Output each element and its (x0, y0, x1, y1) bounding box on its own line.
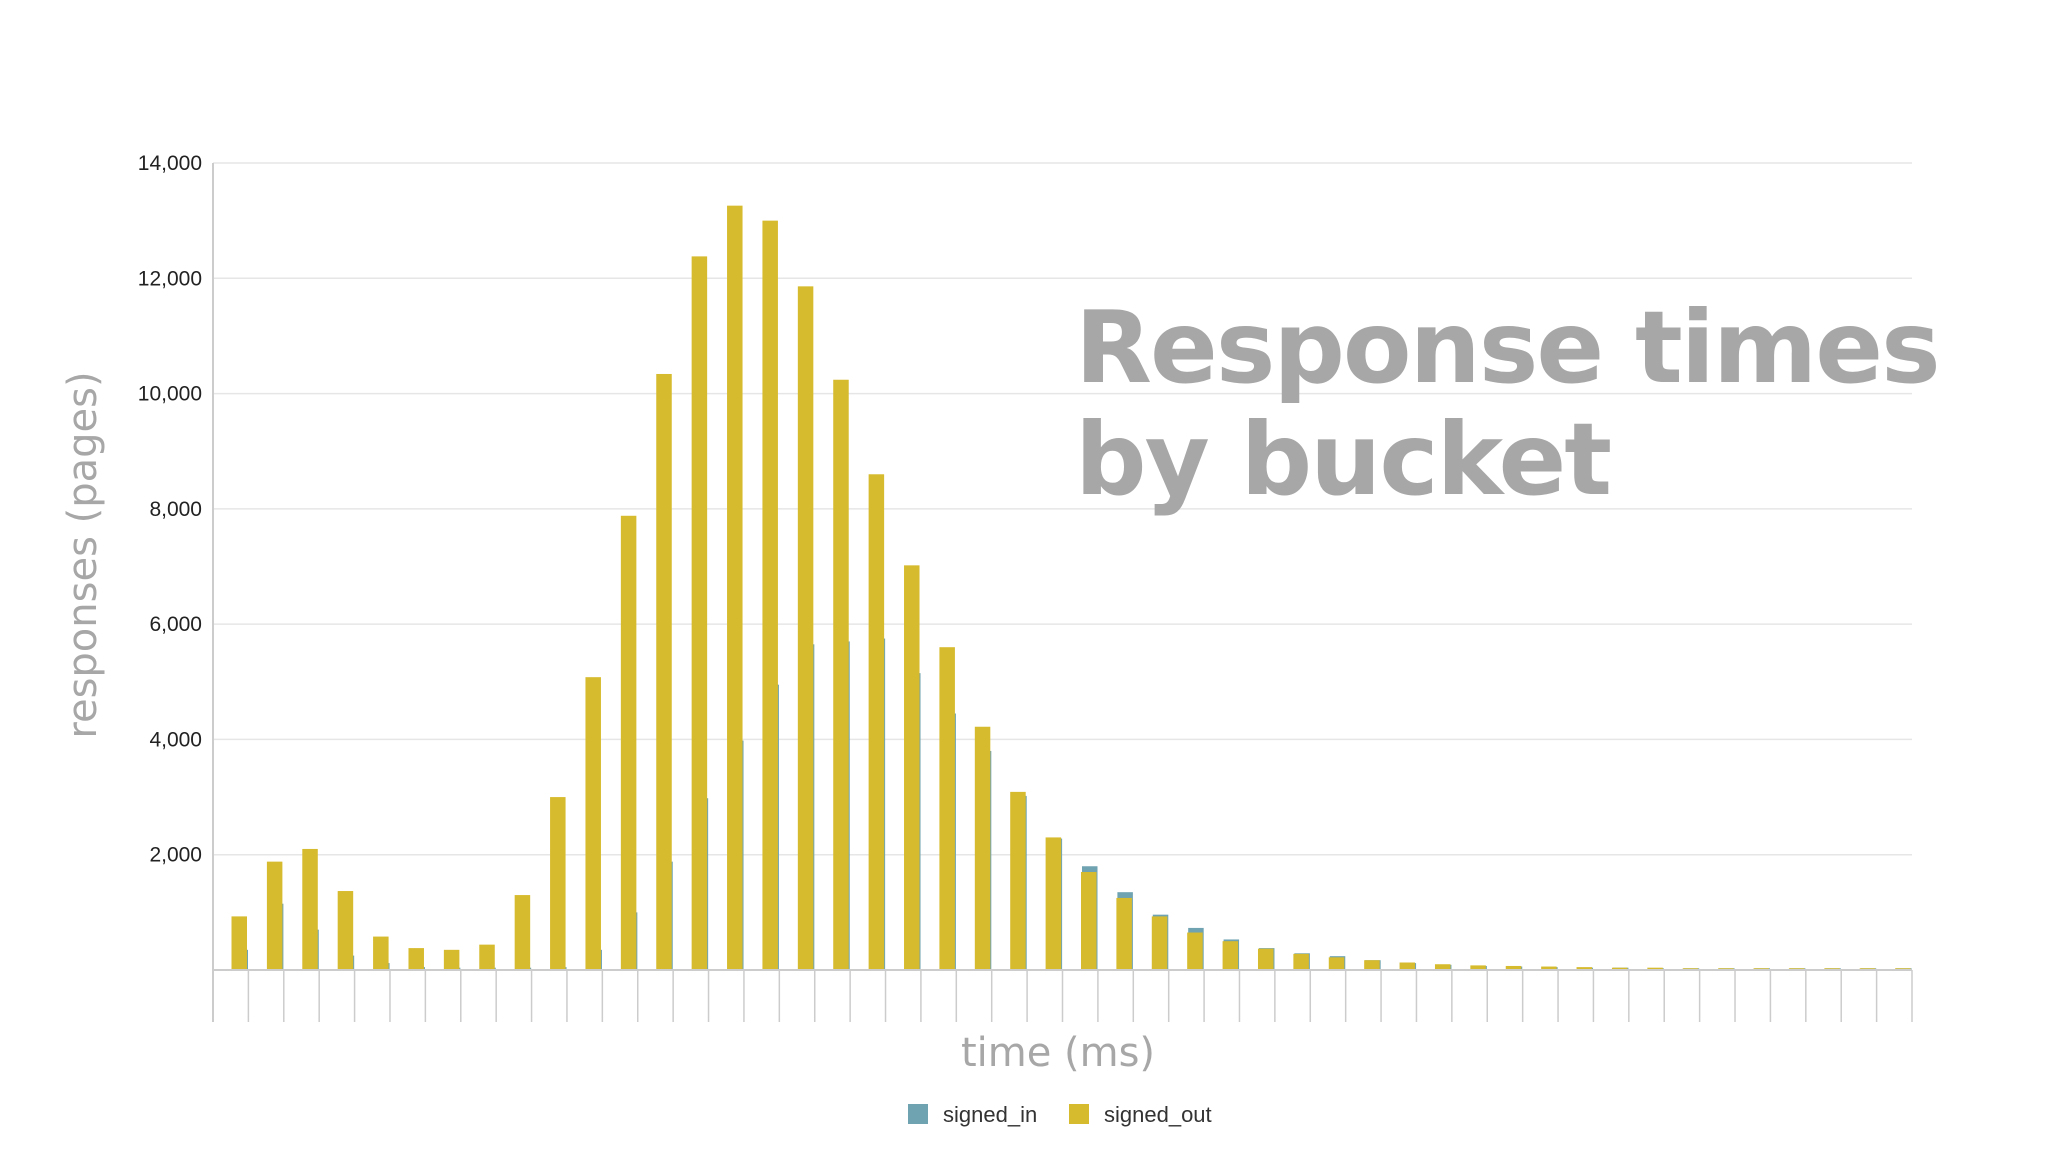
x-axis (212, 163, 1913, 1022)
y-tick-label: 8,000 (149, 498, 202, 521)
bar-signed_out (1399, 962, 1416, 970)
bar-signed_out (373, 936, 389, 970)
y-tick-label: 6,000 (149, 613, 202, 636)
bar-signed_out (585, 677, 601, 970)
bar-signed_out (868, 474, 885, 970)
legend-label-signed_out: signed_out (1104, 1102, 1212, 1127)
legend: signed_in signed_out (908, 1102, 1212, 1127)
slide-title: Response times by bucket (1075, 292, 1975, 516)
slide-title-line-2: by bucket (1075, 401, 1612, 518)
bar-signed_out (1611, 967, 1628, 970)
bar-signed_out (939, 647, 955, 970)
slide-title-line-1: Response times (1075, 289, 1941, 406)
legend-swatch-signed_in (908, 1104, 928, 1124)
y-tick-label: 2,000 (149, 844, 202, 867)
bar-signed_out (833, 379, 849, 970)
bar-signed_out (727, 205, 743, 971)
bar-signed_out (443, 949, 460, 970)
bar-signed_out (514, 895, 531, 970)
bar-signed_out (302, 848, 318, 970)
bar-signed_out (1576, 967, 1593, 970)
bar-signed_out (691, 256, 708, 970)
bar-signed_out (1541, 966, 1557, 970)
bar-signed_out (550, 797, 566, 970)
y-tick-label: 4,000 (149, 728, 202, 751)
bar-signed_out (479, 944, 495, 970)
bar-signed_out (904, 565, 920, 970)
legend-swatch-signed_out (1069, 1104, 1089, 1124)
y-tick-label: 14,000 (138, 152, 202, 175)
x-axis-title: time (ms) (961, 1030, 1155, 1076)
bar-signed_out (1328, 957, 1345, 970)
bar-signed_out (1045, 837, 1062, 970)
y-axis-ticks: 2,000 4,000 6,000 8,000 10,000 12,000 14,000 (138, 152, 202, 867)
bar-signed_out (1257, 948, 1274, 970)
y-tick-label: 12,000 (138, 267, 202, 290)
bar-signed_out (974, 726, 991, 970)
bar-signed_out (1647, 967, 1663, 970)
bar-signed_out (1010, 791, 1026, 970)
gridlines (213, 162, 1912, 856)
bar-signed_out (266, 861, 283, 970)
bar-signed_out (1116, 897, 1132, 970)
bar-signed_out (762, 220, 778, 971)
bars (231, 205, 1912, 971)
bar-signed_out (1505, 965, 1522, 970)
bar-signed_out (797, 286, 814, 970)
bar-signed_out (337, 891, 354, 970)
bar-signed_out (656, 373, 672, 970)
bar-signed_out (231, 916, 247, 970)
bar-signed_out (1151, 916, 1168, 970)
bar-signed_out (1434, 964, 1451, 970)
bar-signed_out (1222, 941, 1239, 970)
bar-signed_out (1364, 960, 1380, 970)
y-tick-label: 10,000 (138, 383, 202, 406)
bar-signed_out (408, 948, 424, 970)
bar-signed_out (1081, 872, 1097, 970)
bar-signed_out (1293, 953, 1309, 970)
bar-signed_out (1470, 965, 1486, 970)
y-axis-title: responses (pages) (60, 371, 106, 738)
legend-label-signed_in: signed_in (943, 1102, 1037, 1127)
bar-signed_out (1187, 932, 1203, 970)
bar-signed_out (620, 515, 637, 970)
